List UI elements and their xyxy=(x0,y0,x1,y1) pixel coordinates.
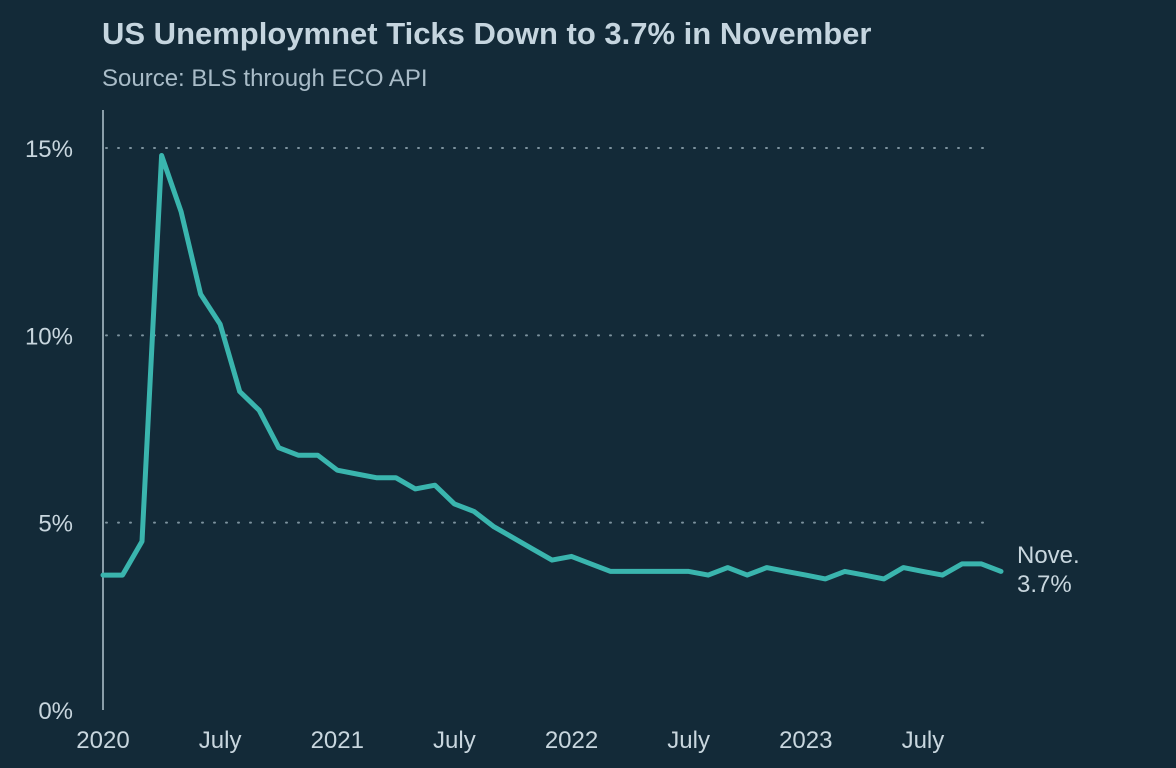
y-tick-label: 0% xyxy=(38,698,73,725)
x-tick-label: 2023 xyxy=(779,727,832,754)
x-tick-label: 2021 xyxy=(311,727,364,754)
x-tick-label: July xyxy=(902,727,945,754)
gridlines xyxy=(105,147,993,524)
x-tick-label: July xyxy=(199,727,242,754)
x-tick-label: July xyxy=(433,727,476,754)
x-tick-label: July xyxy=(667,727,710,754)
x-axis-ticks: 2020 July 2021 July 2022 July 2023 July xyxy=(76,727,944,754)
end-label-month: Nove. xyxy=(1017,542,1080,569)
y-tick-label: 5% xyxy=(38,511,73,538)
series-line-0 xyxy=(100,153,1004,582)
end-label-value: 3.7% xyxy=(1017,571,1072,598)
y-tick-label: 10% xyxy=(25,323,73,350)
y-axis-ticks: 0% 5% 10% 15% xyxy=(25,136,73,725)
y-tick-label: 15% xyxy=(25,136,73,163)
chart-title: US Unemploymnet Ticks Down to 3.7% in No… xyxy=(102,16,871,51)
series-layer xyxy=(100,153,1004,582)
chart-subtitle: Source: BLS through ECO API xyxy=(102,65,428,92)
x-tick-label: 2022 xyxy=(545,727,598,754)
x-tick-label: 2020 xyxy=(76,727,129,754)
